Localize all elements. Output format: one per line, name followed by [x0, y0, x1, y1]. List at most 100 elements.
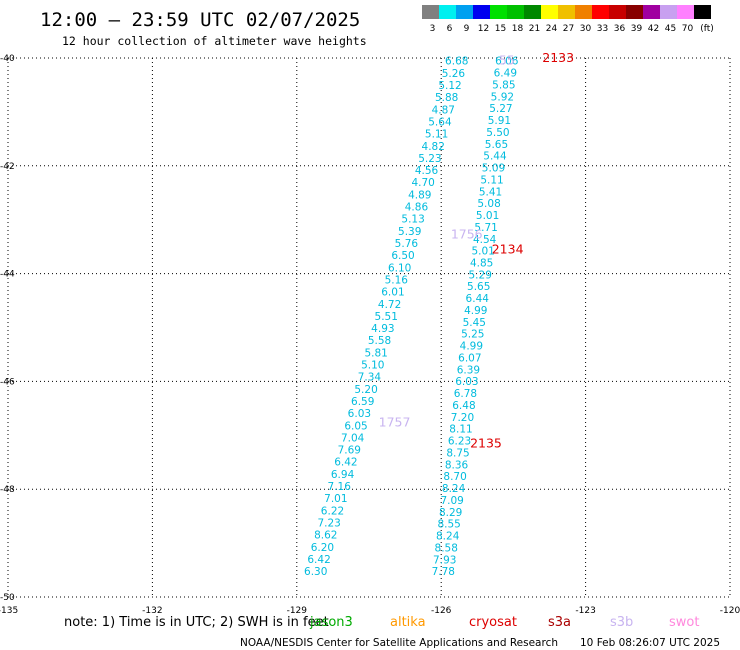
pass-label: 55 — [499, 53, 515, 68]
swh-value: 4.85 — [470, 257, 493, 269]
scale-swatch — [677, 5, 694, 19]
scale-label: 24 — [546, 24, 558, 34]
x-tick-label: -123 — [575, 606, 595, 616]
pass-label: 2135 — [470, 435, 502, 450]
scale-swatch — [490, 5, 507, 19]
swh-value: 8.29 — [439, 507, 462, 519]
swh-value: 6.68 — [445, 56, 468, 68]
y-tick-label: -40 — [0, 54, 15, 64]
swh-value: 4.54 — [473, 234, 497, 246]
scale-label: 36 — [614, 24, 626, 34]
swh-value: 5.11 — [480, 174, 503, 186]
swh-value: 6.05 — [344, 420, 367, 432]
swh-value: 6.42 — [334, 457, 357, 469]
swh-value: 5.50 — [486, 127, 509, 139]
scale-swatch — [456, 5, 473, 19]
swh-value: 8.24 — [436, 531, 460, 543]
swh-value: 7.78 — [432, 566, 455, 578]
swh-value: 5.01 — [471, 246, 494, 258]
swh-value: 5.12 — [438, 80, 461, 92]
swh-value: 4.87 — [432, 104, 455, 116]
swh-value: 6.59 — [351, 396, 374, 408]
swh-value: 5.64 — [428, 116, 452, 128]
swh-value: 6.23 — [448, 436, 471, 448]
scale-label: 27 — [563, 24, 574, 34]
y-tick-label: -42 — [0, 162, 15, 172]
pass-label: 1756 — [451, 226, 483, 241]
swh-value: 5.88 — [435, 92, 458, 104]
scale-swatch — [473, 5, 490, 19]
swh-value: 8.11 — [449, 424, 472, 436]
swh-value: 5.10 — [361, 360, 384, 372]
scale-label: 9 — [464, 24, 470, 34]
swh-value: 5.25 — [461, 329, 484, 341]
scale-label: 3 — [430, 24, 436, 34]
scale-swatch — [507, 5, 524, 19]
swh-value: 5.45 — [463, 317, 486, 329]
swh-value: 4.99 — [464, 305, 487, 317]
y-tick-label: -50 — [0, 593, 15, 603]
swh-value: 4.82 — [422, 141, 445, 153]
swh-value: 6.39 — [457, 364, 480, 376]
swh-value: 5.91 — [488, 115, 511, 127]
scale-swatch — [660, 5, 677, 19]
swh-value: 4.99 — [460, 341, 483, 353]
swh-value: 4.86 — [405, 202, 429, 214]
swh-value: 5.41 — [479, 186, 502, 198]
swh-value: 5.16 — [385, 274, 409, 286]
swh-value: 6.42 — [307, 554, 330, 566]
swh-value: 4.89 — [408, 189, 431, 201]
swh-value: 5.01 — [476, 210, 499, 222]
satellite-jason3: jason3 — [309, 615, 353, 630]
y-tick-label: -48 — [0, 485, 15, 495]
swh-value: 7.69 — [338, 445, 361, 457]
swh-value: 6.01 — [381, 287, 404, 299]
swh-value: 6.07 — [458, 352, 481, 364]
scale-swatch — [439, 5, 456, 19]
swh-value: 7.93 — [433, 554, 456, 566]
swh-value: 4.72 — [378, 299, 401, 311]
swh-value: 7.20 — [451, 412, 474, 424]
swh-value: 7.23 — [317, 518, 340, 530]
satellite-altika: altika — [390, 615, 426, 630]
satellite-s3b: s3b — [610, 615, 633, 630]
pass-label: 2133 — [542, 50, 574, 65]
scale-unit: (ft) — [700, 24, 714, 34]
swh-value: 5.65 — [485, 139, 508, 151]
swh-value: 5.92 — [491, 91, 514, 103]
satellite-cryosat: cryosat — [469, 615, 517, 630]
swh-value: 7.01 — [324, 493, 347, 505]
pass-labels: 1756 1757 2133 2134 2135 55 — [379, 50, 574, 450]
swh-value: 6.06 — [495, 56, 519, 68]
swh-value: 6.50 — [391, 250, 414, 262]
swh-value: 8.75 — [446, 447, 469, 459]
generated-timestamp: 10 Feb 08:26:07 UTC 2025 — [580, 637, 720, 649]
scale-label: 21 — [529, 24, 540, 34]
swh-value: 4.93 — [371, 323, 394, 335]
x-tick-label: -120 — [720, 606, 740, 616]
scale-label: 30 — [580, 24, 592, 34]
swh-value: 6.48 — [452, 400, 475, 412]
scale-label: 70 — [682, 24, 694, 34]
wave-height-values: 6.685.265.125.884.875.645.114.825.234.56… — [304, 56, 519, 578]
scale-swatch — [592, 5, 609, 19]
swh-value: 5.58 — [368, 335, 391, 347]
scale-swatch — [626, 5, 643, 19]
swh-value: 5.65 — [467, 281, 490, 293]
y-tick-label: -44 — [0, 270, 15, 280]
scale-swatch — [541, 5, 558, 19]
swh-value: 8.62 — [314, 530, 337, 542]
swh-value: 5.29 — [469, 269, 492, 281]
swh-value: 6.03 — [455, 376, 478, 388]
swh-value: 5.23 — [418, 153, 441, 165]
swh-value: 6.30 — [304, 566, 327, 578]
scale-swatch — [524, 5, 541, 19]
plot-grid — [7, 57, 731, 598]
swh-value: 5.09 — [482, 163, 505, 175]
swh-value: 5.27 — [489, 103, 512, 115]
swh-value: 4.56 — [415, 165, 439, 177]
satellite-swot: swot — [669, 615, 699, 630]
swh-value: 7.34 — [358, 372, 382, 384]
satellite-legend: jason3 altika cryosat s3a s3b swot — [309, 615, 699, 630]
